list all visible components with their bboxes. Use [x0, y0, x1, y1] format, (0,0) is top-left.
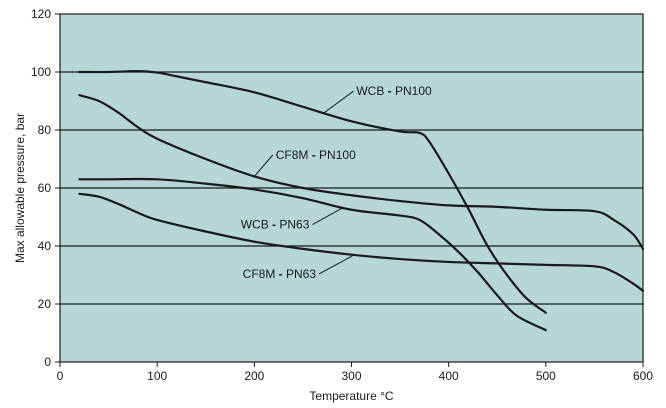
series-labels: WCB - PN100 CF8M - PN100 WCB - PN63 CF8M - … [241, 84, 432, 281]
y-axis-title: Max allowable pressure, bar [13, 113, 27, 263]
series-label-wcb-pn100: WCB - PN100 [356, 84, 432, 98]
x-tick-label-200: 200 [244, 369, 264, 383]
x-tick-label-0: 0 [57, 369, 64, 383]
y-tick-label-60: 60 [38, 181, 52, 195]
y-tick-label-40: 40 [38, 239, 52, 253]
leader-line-cf8m-pn63 [318, 254, 354, 275]
y-tick-label-100: 100 [31, 65, 51, 79]
x-axis-title: Temperature °C [309, 389, 393, 403]
series-label-cf8m-pn63: CF8M - PN63 [243, 267, 317, 281]
series-line-cf8m-pn100 [78, 94, 645, 250]
x-axis: 0 100 200 300 400 500 600 [57, 362, 653, 383]
series-line-wcb-pn63 [78, 177, 547, 332]
grid-lines [60, 71, 643, 305]
x-tick-label-300: 300 [341, 369, 361, 383]
x-tick-label-100: 100 [147, 369, 167, 383]
y-axis: 0 20 40 60 80 100 120 [31, 7, 60, 369]
x-tick-label-400: 400 [439, 369, 459, 383]
leader-line-wcb-pn63 [312, 207, 343, 226]
series-lines [78, 70, 645, 332]
leader-line-cf8m-pn100 [253, 154, 274, 177]
series-line-wcb-pn100 [78, 70, 547, 314]
y-tick-label-20: 20 [38, 297, 52, 311]
y-tick-label-0: 0 [44, 355, 51, 369]
y-tick-label-80: 80 [38, 123, 52, 137]
y-tick-label-120: 120 [31, 7, 51, 21]
series-label-cf8m-pn100: CF8M - PN100 [276, 148, 356, 162]
leader-line-wcb-pn100 [323, 90, 354, 114]
x-tick-label-500: 500 [536, 369, 556, 383]
series-label-wcb-pn63: WCB - PN63 [241, 218, 310, 232]
x-tick-label-600: 600 [633, 369, 653, 383]
plot-frame [59, 13, 644, 363]
series-line-cf8m-pn63 [78, 192, 645, 293]
